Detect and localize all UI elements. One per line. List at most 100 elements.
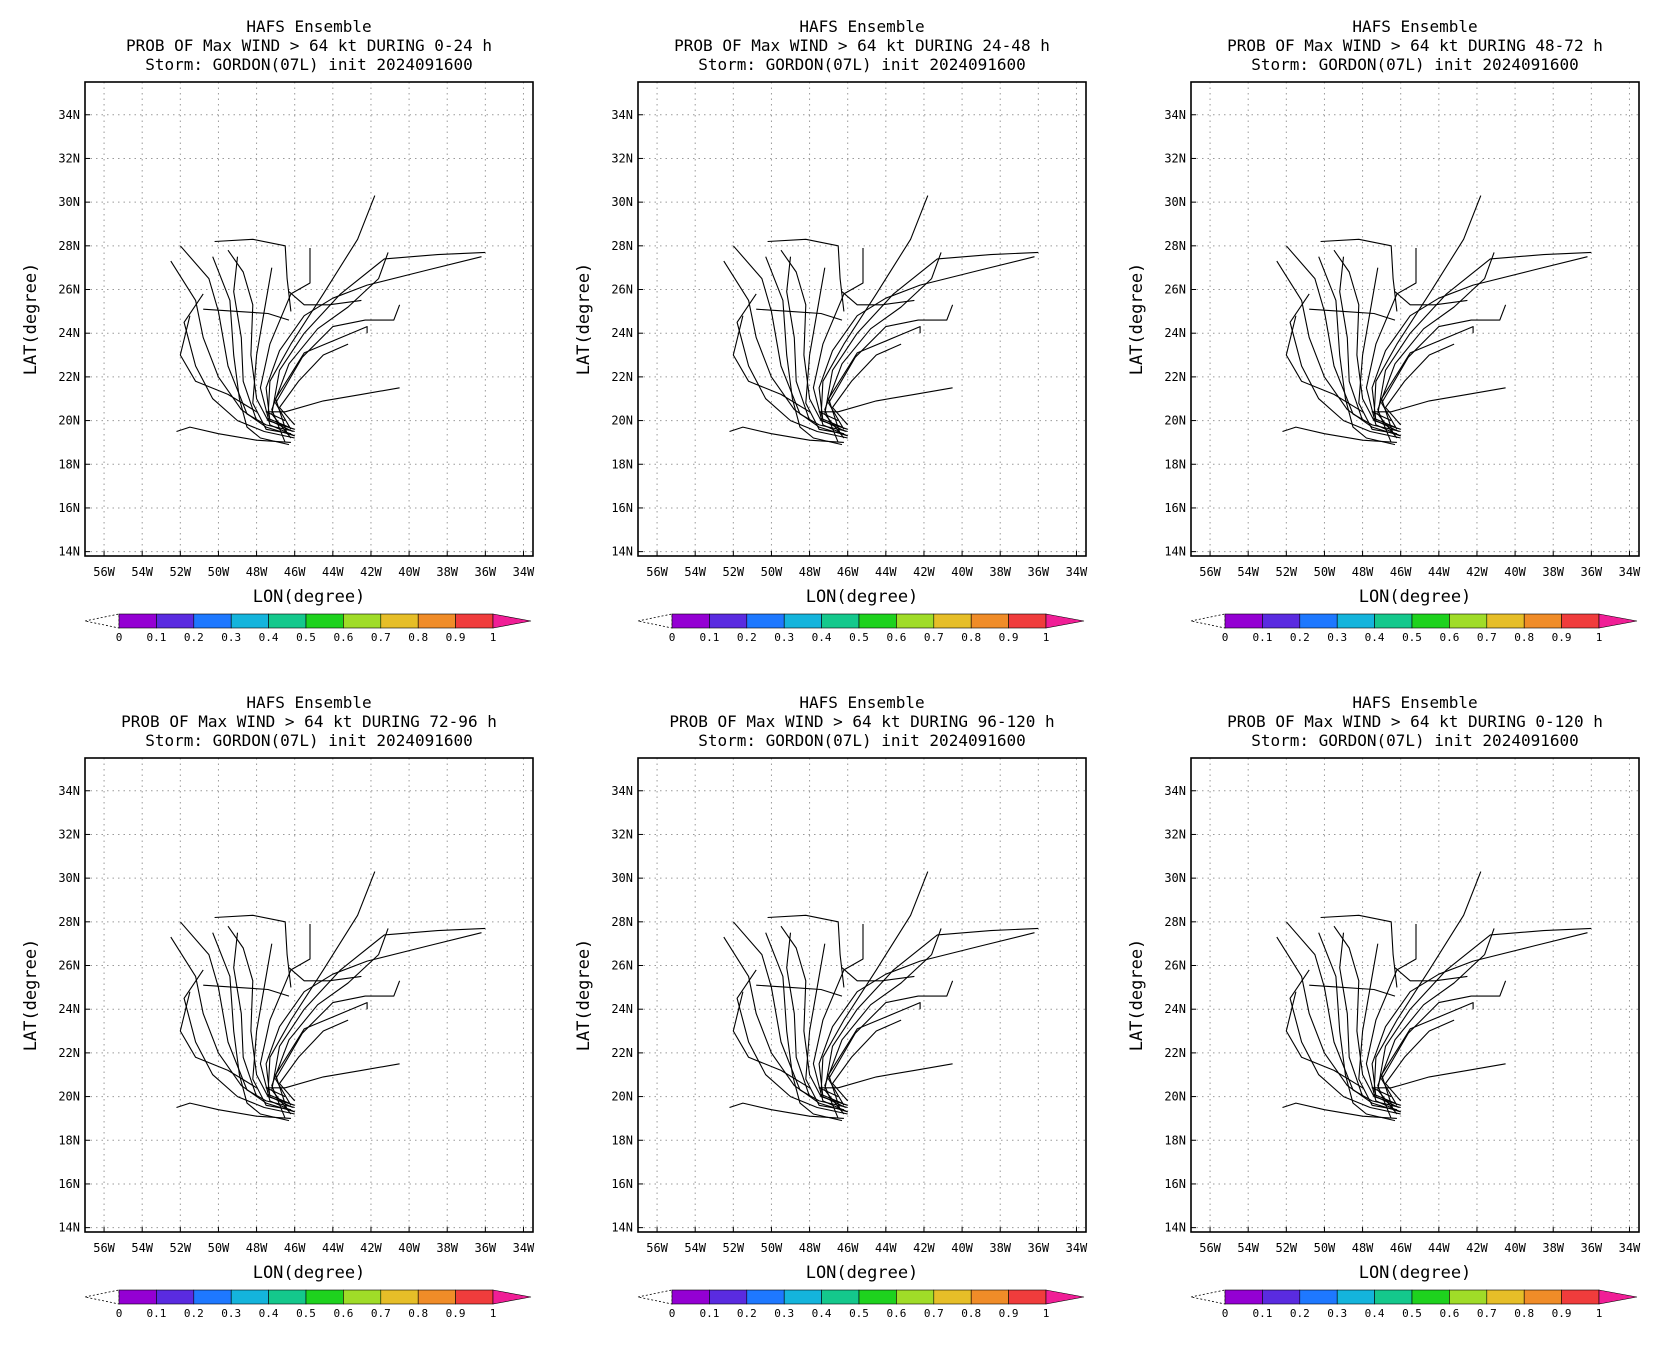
colorbar-label: 0.5 [1402,1307,1422,1320]
y-axis-label: LAT(degree) [1127,939,1147,1052]
colorbar-label: 0.9 [1552,1307,1572,1320]
track-line-1 [1285,921,1401,1109]
colorbar-segment-2 [709,613,748,629]
x-tick-label: 42W [913,1241,935,1255]
x-tick-label: 48W [799,565,821,579]
x-tick-label: 54W [131,565,153,579]
track-line-16 [818,1063,953,1098]
track-line-19 [203,308,290,321]
track-line-5 [1318,932,1396,1122]
x-tick-label: 40W [1504,1241,1526,1255]
chart-title: HAFS Ensemble [799,17,924,36]
plot-frame [1190,81,1640,557]
x-tick-label: 48W [246,1241,268,1255]
colorbar-label: 1 [490,1307,497,1320]
track-line-21 [288,291,362,306]
colorbar-label: 0.3 [221,631,241,644]
colorbar-label: 0 [669,631,676,644]
track-line-7 [1358,943,1397,1111]
plot-area [1191,82,1639,556]
track-line-5 [212,256,290,446]
chart-title: HAFS Ensemble [246,693,371,712]
chart-storm-line: Storm: GORDON(07L) init 2024091600 [1251,55,1579,74]
colorbar-segment-8 [1486,1289,1525,1305]
y-tick-label: 32N [1164,151,1186,165]
colorbar-label: 0.2 [737,1307,757,1320]
track-line-3 [736,293,848,439]
track-line-19 [1309,308,1396,321]
colorbar-segment-3 [193,1289,232,1305]
colorbar-label: 0.5 [849,631,869,644]
colorbar-label: 0.3 [774,1307,794,1320]
y-tick-label: 28N [1164,239,1186,253]
x-tick-label: 42W [913,565,935,579]
track-line-20 [1320,914,1398,988]
colorbar-over-triangle [1598,1289,1638,1305]
colorbar-label: 0.6 [886,631,906,644]
x-tick-label: 38W [436,1241,458,1255]
y-tick-label: 34N [58,108,80,122]
y-tick-label: 30N [58,871,80,885]
x-tick-label: 52W [1275,565,1297,579]
track-line-6 [1333,249,1401,430]
x-tick-label: 52W [722,565,744,579]
colorbar-segment-4 [230,613,269,629]
colorbar-label: 0.7 [1477,631,1497,644]
colorbar-label: 0.9 [1552,631,1572,644]
plot-frame [637,757,1087,1233]
y-tick-label: 14N [611,545,633,559]
track-line-3 [183,969,295,1115]
colorbar-label: 0.5 [296,1307,316,1320]
x-tick-label: 46W [1390,1241,1412,1255]
track-line-7 [805,267,844,435]
colorbar-label: 0.1 [146,1307,166,1320]
x-tick-label: 38W [1542,1241,1564,1255]
track-line-3 [1289,969,1401,1115]
colorbar-label: 0.1 [1252,1307,1272,1320]
colorbar-segment-9 [970,1289,1009,1305]
y-tick-label: 24N [1164,326,1186,340]
colorbar-segment-6 [1411,613,1450,629]
track-line-12 [1377,252,1495,443]
colorbar-under-triangle [1190,613,1226,629]
x-tick-label: 36W [1027,565,1049,579]
track-line-2 [1276,936,1401,1113]
x-tick-label: 42W [360,1241,382,1255]
colorbar-label: 0.2 [1290,631,1310,644]
colorbar-segment-4 [783,613,822,629]
colorbar-label: 0.5 [849,1307,869,1320]
track-line-4 [176,1102,291,1119]
colorbar-label: 0.2 [1290,1307,1310,1320]
y-tick-label: 30N [58,195,80,209]
colorbar-label: 0.8 [1514,631,1534,644]
y-tick-label: 16N [611,501,633,515]
track-line-16 [265,1063,400,1098]
track-line-15 [1384,343,1455,426]
plot-area [85,82,533,556]
x-tick-label: 56W [1199,1241,1221,1255]
colorbar-under-triangle [1190,1289,1226,1305]
x-tick-label: 40W [951,1241,973,1255]
y-tick-label: 14N [1164,545,1186,559]
track-line-13 [1381,980,1507,1106]
x-tick-label: 54W [684,1241,706,1255]
colorbar-segment-5 [821,613,860,629]
track-line-1 [1285,245,1401,433]
track-line-19 [756,308,843,321]
track-line-5 [765,932,843,1122]
y-tick-label: 18N [1164,1133,1186,1147]
colorbar-segment-4 [1336,1289,1375,1305]
y-tick-label: 22N [611,1046,633,1060]
y-tick-label: 26N [611,959,633,973]
colorbar-label: 0.6 [886,1307,906,1320]
y-tick-label: 22N [58,370,80,384]
x-tick-label: 50W [761,565,783,579]
colorbar-segment-7 [1449,1289,1488,1305]
track-line-13 [828,304,954,430]
colorbar-label: 0.1 [1252,631,1272,644]
track-line-17 [179,991,257,1089]
track-line-4 [176,426,291,443]
x-tick-label: 46W [284,565,306,579]
y-tick-label: 32N [1164,827,1186,841]
